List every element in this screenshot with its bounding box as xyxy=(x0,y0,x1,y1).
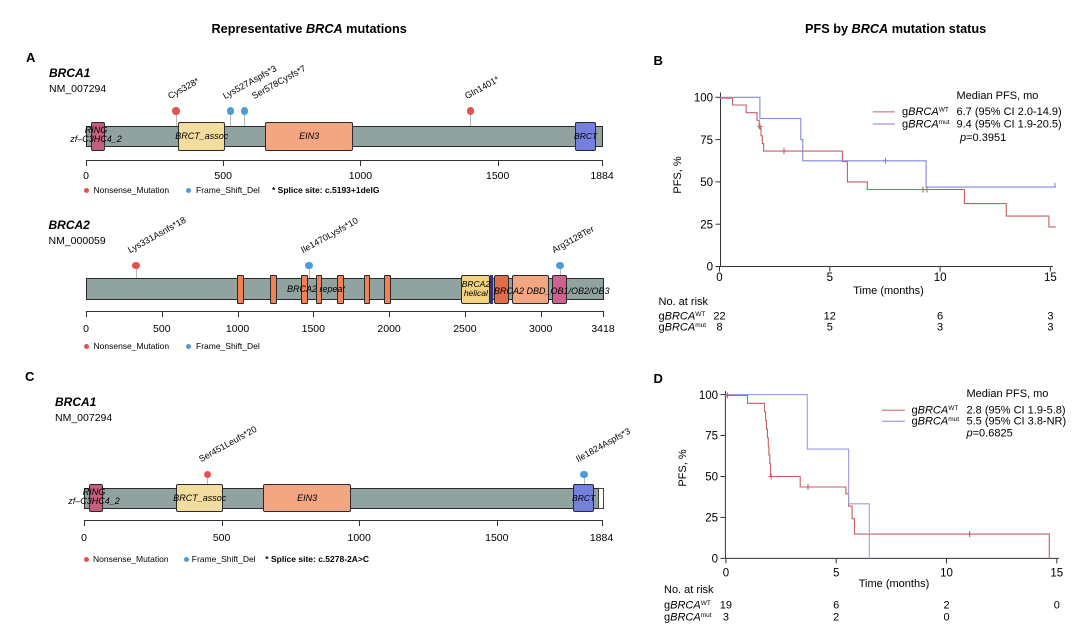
svg-text:Time (months): Time (months) xyxy=(859,578,930,590)
svg-text:9.4 (95% CI 1.9-20.5): 9.4 (95% CI 1.9-20.5) xyxy=(957,118,1062,130)
svg-text:75: 75 xyxy=(700,135,713,147)
svg-text:gBRCAmut: gBRCAmut xyxy=(659,322,707,334)
svg-text:No. at risk: No. at risk xyxy=(664,584,714,596)
svg-text:No. at risk: No. at risk xyxy=(659,296,709,308)
svg-text:0: 0 xyxy=(1054,600,1060,612)
svg-text:10: 10 xyxy=(934,272,947,284)
svg-text:gBRCAWT: gBRCAWT xyxy=(664,600,711,612)
svg-text:2: 2 xyxy=(943,600,949,612)
svg-text:50: 50 xyxy=(705,472,718,484)
svg-text:3: 3 xyxy=(723,612,729,624)
svg-text:6.7 (95% CI 2.0-14.9): 6.7 (95% CI 2.0-14.9) xyxy=(957,106,1062,118)
svg-text:100: 100 xyxy=(699,390,718,402)
svg-text:5: 5 xyxy=(827,322,833,334)
svg-text:15: 15 xyxy=(1050,568,1063,580)
svg-text:gBRCAWT: gBRCAWT xyxy=(659,311,706,323)
svg-text:gBRCAmut: gBRCAmut xyxy=(664,612,712,624)
svg-text:5: 5 xyxy=(833,568,839,580)
svg-text:75: 75 xyxy=(705,431,718,443)
svg-text:5.5 (95% CI 3.8-NR): 5.5 (95% CI 3.8-NR) xyxy=(967,415,1067,427)
svg-text:PFS, %: PFS, % xyxy=(677,449,689,487)
svg-text:50: 50 xyxy=(700,177,713,189)
svg-text:gBRCAWT: gBRCAWT xyxy=(902,106,949,118)
svg-text:0: 0 xyxy=(707,262,713,274)
svg-text:100: 100 xyxy=(694,93,713,105)
svg-text:Median PFS, mo: Median PFS, mo xyxy=(957,90,1039,102)
svg-text:0: 0 xyxy=(712,554,718,566)
svg-text:3: 3 xyxy=(1047,311,1053,323)
svg-text:gBRCAWT: gBRCAWT xyxy=(912,405,959,417)
svg-text:gBRCAmut: gBRCAmut xyxy=(912,415,960,427)
svg-text:p=0.6825: p=0.6825 xyxy=(966,427,1013,439)
svg-text:3: 3 xyxy=(1047,322,1053,334)
svg-text:p=0.3951: p=0.3951 xyxy=(959,132,1006,144)
svg-text:5: 5 xyxy=(827,272,833,284)
svg-text:10: 10 xyxy=(940,568,953,580)
svg-text:0: 0 xyxy=(716,272,722,284)
svg-text:gBRCAmut: gBRCAmut xyxy=(902,118,950,130)
svg-text:PFS, %: PFS, % xyxy=(672,156,684,194)
svg-text:25: 25 xyxy=(700,219,713,231)
svg-text:12: 12 xyxy=(824,311,836,323)
svg-text:Time (months): Time (months) xyxy=(853,285,924,297)
svg-text:25: 25 xyxy=(705,513,718,525)
svg-text:19: 19 xyxy=(720,600,732,612)
svg-text:0: 0 xyxy=(723,568,729,580)
svg-text:6: 6 xyxy=(833,600,839,612)
svg-text:3: 3 xyxy=(937,322,943,334)
svg-text:15: 15 xyxy=(1044,272,1057,284)
svg-text:2.8 (95% CI 1.9-5.8): 2.8 (95% CI 1.9-5.8) xyxy=(967,405,1066,417)
svg-text:0: 0 xyxy=(943,612,949,624)
svg-text:22: 22 xyxy=(713,311,725,323)
svg-text:8: 8 xyxy=(716,322,722,334)
svg-text:Median PFS, mo: Median PFS, mo xyxy=(967,388,1049,400)
svg-text:2: 2 xyxy=(833,612,839,624)
svg-text:6: 6 xyxy=(937,311,943,323)
